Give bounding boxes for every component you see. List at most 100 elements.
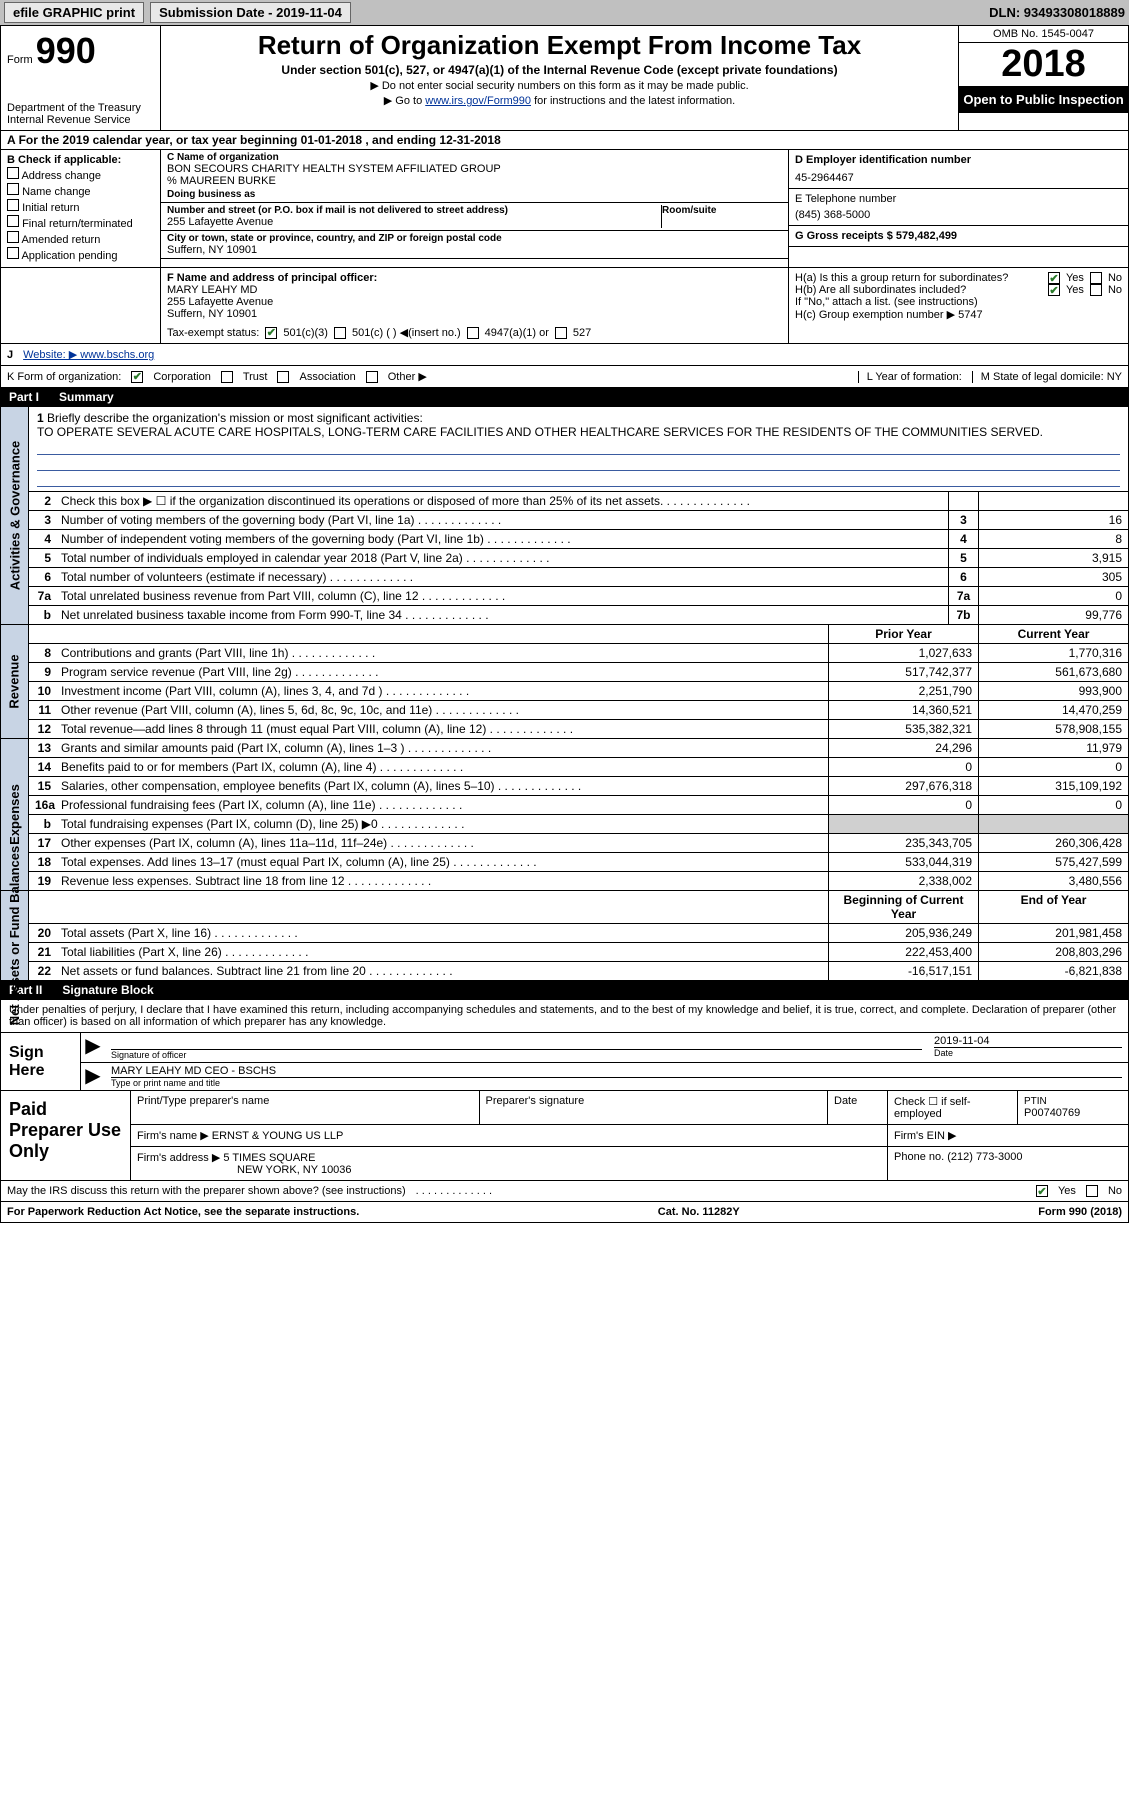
chk-address-change[interactable]: Address change xyxy=(7,167,154,182)
ha-row: H(a) Is this a group return for subordin… xyxy=(795,272,1122,284)
street-address: Number and street (or P.O. box if mail i… xyxy=(167,205,662,228)
org-form-row: K Form of organization: Corporation Trus… xyxy=(0,366,1129,388)
col-header-row: Prior Year Current Year xyxy=(29,625,1128,644)
website-link[interactable]: Website: ▶ www.bschs.org xyxy=(23,348,154,361)
open-to-public: Open to Public Inspection xyxy=(959,86,1128,113)
table-row: 18Total expenses. Add lines 13–17 (must … xyxy=(29,853,1128,872)
hb-no[interactable] xyxy=(1090,284,1102,296)
submission-date-button[interactable]: Submission Date - 2019-11-04 xyxy=(150,2,351,23)
activities-section: Activities & Governance 1 Briefly descri… xyxy=(0,407,1129,625)
chk-corp[interactable] xyxy=(131,371,143,383)
table-row: 14Benefits paid to or for members (Part … xyxy=(29,758,1128,777)
omb-number: OMB No. 1545-0047 xyxy=(959,26,1128,43)
box-b: B Check if applicable: Address change Na… xyxy=(1,150,161,267)
chk-name-change[interactable]: Name change xyxy=(7,183,154,198)
hb-row: H(b) Are all subordinates included? Yes … xyxy=(795,284,1122,296)
table-row: 12Total revenue—add lines 8 through 11 (… xyxy=(29,720,1128,738)
city-address: City or town, state or province, country… xyxy=(161,231,788,259)
table-row: 8Contributions and grants (Part VIII, li… xyxy=(29,644,1128,663)
table-row: 11Other revenue (Part VIII, column (A), … xyxy=(29,701,1128,720)
form-word: Form xyxy=(7,54,33,66)
table-row: 20Total assets (Part X, line 16) 205,936… xyxy=(29,924,1128,943)
netassets-section: Net Assets or Fund Balances Beginning of… xyxy=(0,891,1129,981)
sig-name: MARY LEAHY MD CEO - BSCHS Type or print … xyxy=(105,1063,1128,1090)
dept-treasury: Department of the Treasury xyxy=(7,102,154,114)
table-row: 21Total liabilities (Part X, line 26) 22… xyxy=(29,943,1128,962)
period-row: A For the 2019 calendar year, or tax yea… xyxy=(0,131,1129,150)
officer-name: MARY LEAHY MD xyxy=(167,284,782,296)
part2-header: Part II Signature Block xyxy=(0,981,1129,1000)
website-row: J Website: ▶ www.bschs.org xyxy=(0,344,1129,366)
form-title: Return of Organization Exempt From Incom… xyxy=(165,30,954,61)
paid-header-row: Print/Type preparer's name Preparer's si… xyxy=(131,1091,1128,1125)
table-row: 3Number of voting members of the governi… xyxy=(29,511,1128,530)
cat-no: Cat. No. 11282Y xyxy=(658,1206,740,1218)
expenses-section: Expenses 13Grants and similar amounts pa… xyxy=(0,739,1129,891)
form-header: Form 990 Department of the Treasury Inte… xyxy=(0,25,1129,131)
table-row: 17Other expenses (Part IX, column (A), l… xyxy=(29,834,1128,853)
hb-note: If "No," attach a list. (see instruction… xyxy=(795,296,1122,308)
box-l: L Year of formation: xyxy=(858,371,962,383)
efile-button[interactable]: efile GRAPHIC print xyxy=(4,2,144,23)
table-row: 9Program service revenue (Part VIII, lin… xyxy=(29,663,1128,682)
revenue-section: Revenue Prior Year Current Year 8Contrib… xyxy=(0,625,1129,739)
goto-note: ▶ Go to www.irs.gov/Form990 for instruct… xyxy=(165,94,954,107)
form-ref: Form 990 (2018) xyxy=(1038,1206,1122,1218)
officer-addr1: 255 Lafayette Avenue xyxy=(167,296,782,308)
table-row: 6Total number of volunteers (estimate if… xyxy=(29,568,1128,587)
footer-row: For Paperwork Reduction Act Notice, see … xyxy=(0,1202,1129,1223)
officer-addr2: Suffern, NY 10901 xyxy=(167,308,782,320)
table-row: 2Check this box ▶ ☐ if the organization … xyxy=(29,492,1128,511)
tax-exempt-row: Tax-exempt status: 501(c)(3) 501(c) ( ) … xyxy=(167,326,782,339)
hb-yes[interactable] xyxy=(1048,284,1060,296)
officer-grid: F Name and address of principal officer:… xyxy=(0,268,1129,344)
paperwork-notice: For Paperwork Reduction Act Notice, see … xyxy=(7,1206,359,1218)
chk-pending[interactable]: Application pending xyxy=(7,247,154,262)
activities-vlabel: Activities & Governance xyxy=(1,407,29,624)
chk-4947[interactable] xyxy=(467,327,479,339)
part1-header: Part I Summary xyxy=(0,388,1129,407)
chk-assn[interactable] xyxy=(277,371,289,383)
signature-block: Under penalties of perjury, I declare th… xyxy=(0,1000,1129,1202)
chk-501c[interactable] xyxy=(334,327,346,339)
discuss-yes[interactable] xyxy=(1036,1185,1048,1197)
table-row: 5Total number of individuals employed in… xyxy=(29,549,1128,568)
sign-here-label: Sign Here xyxy=(1,1033,81,1090)
ssn-note: ▶ Do not enter social security numbers o… xyxy=(165,79,954,92)
mission-row: 1 Briefly describe the organization's mi… xyxy=(1,407,1128,492)
firm-addr-row: Firm's address ▶ 5 TIMES SQUARENEW YORK,… xyxy=(131,1147,1128,1180)
irs-link[interactable]: www.irs.gov/Form990 xyxy=(425,95,531,107)
dln-label: DLN: 93493308018889 xyxy=(989,5,1125,20)
col-header2-row: Beginning of Current Year End of Year xyxy=(29,891,1128,924)
discuss-row: May the IRS discuss this return with the… xyxy=(1,1180,1128,1201)
chk-other[interactable] xyxy=(366,371,378,383)
table-row: 13Grants and similar amounts paid (Part … xyxy=(29,739,1128,758)
table-row: bNet unrelated business taxable income f… xyxy=(29,606,1128,624)
arrow-icon: ▶ xyxy=(81,1063,105,1090)
table-row: 4Number of independent voting members of… xyxy=(29,530,1128,549)
box-m: M State of legal domicile: NY xyxy=(972,371,1122,383)
tax-year: 2018 xyxy=(959,43,1128,86)
identity-grid: B Check if applicable: Address change Na… xyxy=(0,150,1129,268)
table-row: bTotal fundraising expenses (Part IX, co… xyxy=(29,815,1128,834)
irs-label: Internal Revenue Service xyxy=(7,114,154,126)
chk-amended[interactable]: Amended return xyxy=(7,231,154,246)
chk-final-return[interactable]: Final return/terminated xyxy=(7,215,154,230)
revenue-vlabel: Revenue xyxy=(1,625,29,738)
hc-row: H(c) Group exemption number ▶ 5747 xyxy=(795,308,1122,321)
topbar: efile GRAPHIC print Submission Date - 20… xyxy=(0,0,1129,25)
chk-527[interactable] xyxy=(555,327,567,339)
table-row: 10Investment income (Part VIII, column (… xyxy=(29,682,1128,701)
ha-no[interactable] xyxy=(1090,272,1102,284)
table-row: 15Salaries, other compensation, employee… xyxy=(29,777,1128,796)
netassets-vlabel: Net Assets or Fund Balances xyxy=(1,891,29,980)
chk-initial-return[interactable]: Initial return xyxy=(7,199,154,214)
table-row: 22Net assets or fund balances. Subtract … xyxy=(29,962,1128,980)
ha-yes[interactable] xyxy=(1048,272,1060,284)
discuss-no[interactable] xyxy=(1086,1185,1098,1197)
form-number: 990 xyxy=(36,30,96,71)
box-e-phone: E Telephone number (845) 368-5000 xyxy=(789,189,1128,226)
chk-501c3[interactable] xyxy=(265,327,277,339)
box-d-ein: D Employer identification number 45-2964… xyxy=(789,150,1128,189)
chk-trust[interactable] xyxy=(221,371,233,383)
